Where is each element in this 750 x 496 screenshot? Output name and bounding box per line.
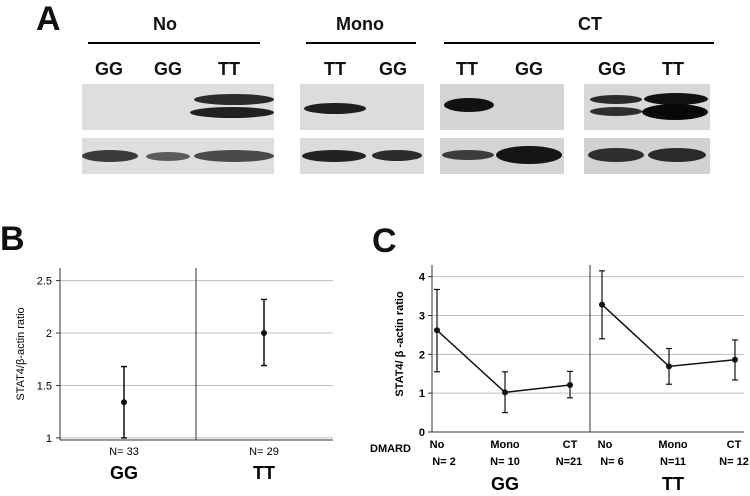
y-tick-label: 1 [419,388,425,400]
n-label: N= 12 [719,456,749,468]
group-rule-mono [306,42,416,44]
group-title-ct: CT [578,14,602,34]
lane-label: TT [456,59,478,79]
blot-band [146,152,190,161]
category-label: CT [563,439,578,451]
blot-band [194,150,274,162]
y-tick-label: 2.5 [37,276,52,288]
group-title-mono: Mono [336,14,384,34]
panel-b-letter: B [0,220,25,258]
blot-band [588,148,644,162]
blot-band [190,107,274,118]
blot-band [444,98,494,112]
y-tick-label: 1.5 [37,380,52,392]
lane-label: GG [378,59,407,79]
mean-point [567,382,573,389]
y-tick-label: 4 [419,272,426,284]
panel-b-y-label: STAT4/β-actin ratio [15,307,27,400]
stat4-blot-no [82,84,274,130]
n-label: N= 10 [490,456,520,468]
category-label: CT [727,439,742,451]
blot-band [302,150,366,162]
blot-band [442,150,494,160]
mean-point [434,327,440,334]
panel-b-group-label: TT [253,463,275,483]
blot-band [304,103,366,114]
panel-c-letter: C [372,222,397,260]
mean-point [261,330,267,337]
panel-a-letter: A [36,0,61,38]
blot-band [642,104,708,120]
stat4-blot-ct-a [440,84,564,130]
blot-band [590,107,642,116]
stat4-blot-mono [300,84,424,130]
group-rule-no [88,42,260,44]
category-label: Mono [658,439,688,451]
blot-band [194,94,274,105]
blot-band [496,146,562,164]
y-tick-label: 2 [46,328,52,340]
stat4-blot-ct-b [584,84,710,130]
blot-band [372,150,422,161]
panel-b-n-label: N= 33 [109,446,139,458]
n-label: N= 2 [432,456,456,468]
lane-label: GG [153,59,182,79]
category-label: Mono [490,439,520,451]
mean-point [666,363,672,370]
y-tick-label: 2 [419,349,425,361]
category-label: No [430,439,445,451]
lane-label: GG [514,59,543,79]
series-line-gg [436,329,571,394]
lane-label: TT [324,59,346,79]
lane-label: GG [597,59,626,79]
blot-band [82,150,138,162]
panel-c-y-label: STAT4/ β -actin ratio [394,291,406,397]
n-label: N=11 [660,456,686,468]
panel-b-n-label: N= 29 [249,446,279,458]
actin-blot-mono [300,138,424,174]
n-label: N=21 [556,456,583,468]
category-label: No [598,439,613,451]
actin-blot-ct-a [440,138,564,174]
mean-point [502,389,508,396]
lane-label: TT [218,59,240,79]
lane-label: GG [94,59,123,79]
y-tick-label: 1 [46,433,52,445]
actin-blot-ct-b [584,138,710,174]
group-rule-ct [444,42,714,44]
panel-b-group-label: GG [110,463,138,483]
lane-label: TT [662,59,684,79]
panel-c-row-label: DMARD [370,443,411,455]
y-tick-label: 3 [419,310,425,322]
y-tick-label: 0 [419,427,425,439]
group-label: GG [491,474,519,494]
blot-band [648,148,706,162]
actin-blot-no [82,138,274,174]
blot-band [644,93,708,105]
n-label: N= 6 [600,456,624,468]
mean-point [599,301,605,308]
mean-point [732,356,738,363]
group-title-no: No [153,14,177,34]
blot-band [590,95,642,104]
mean-point [121,399,127,406]
group-label: TT [662,474,684,494]
